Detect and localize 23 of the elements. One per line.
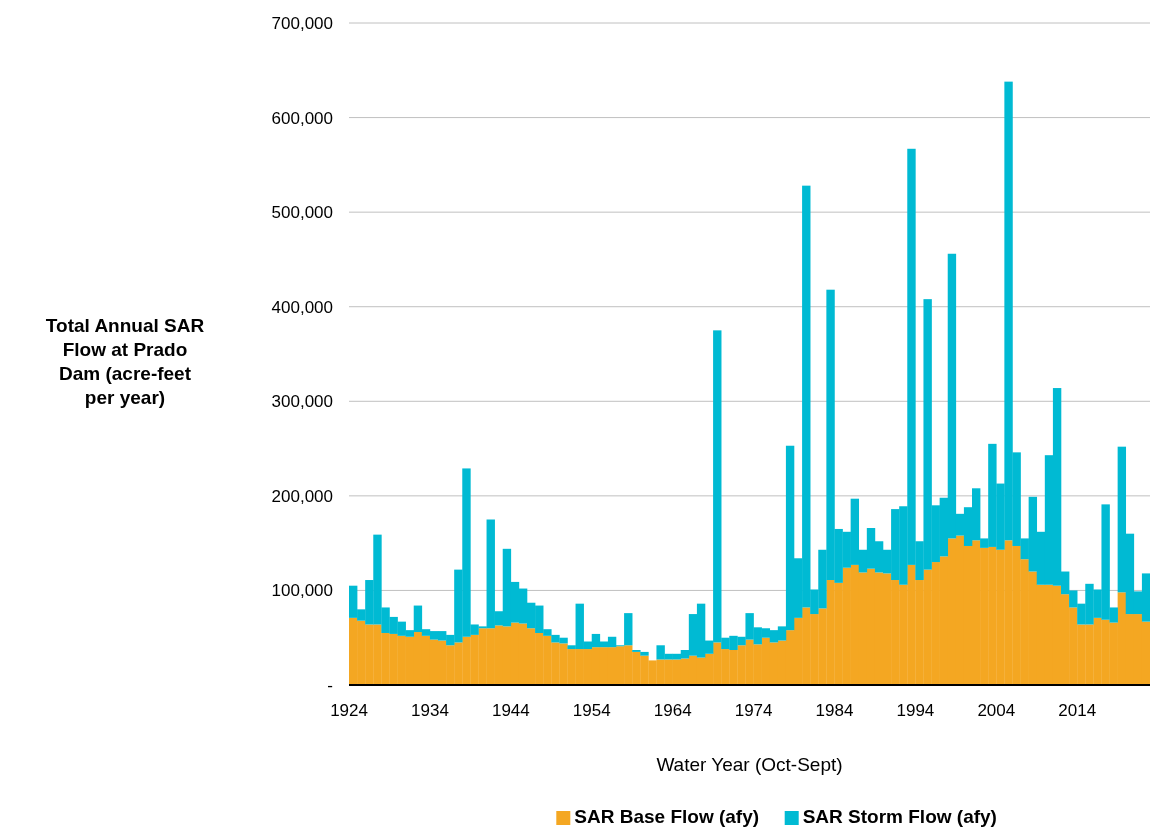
y-tick-label: - [327,675,333,695]
x-tick-label: 2004 [977,701,1016,720]
y-tick-label: 200,000 [271,486,333,506]
y-tick-label: 100,000 [271,581,333,601]
x-tick-label: 1964 [653,701,692,720]
y-axis-title: Total Annual SAR Flow at Prado Dam (acre-feet per year) [45,315,205,408]
x-tick-label: 1934 [411,701,449,720]
x-tick-label: 1994 [896,701,935,720]
x-tick-label: 1944 [491,701,530,720]
y-tick-label: 600,000 [271,108,333,128]
x-tick-label: 1984 [815,701,854,720]
legend-label: SAR Base Flow (afy) [574,806,760,827]
x-tick-label: 1924 [330,701,368,720]
x-tick-label: 1974 [734,701,773,720]
legend-label: SAR Storm Flow (afy) [802,806,997,827]
y-tick-label: 500,000 [271,203,333,223]
bar [624,613,633,646]
x-tick-label: 2014 [1058,701,1097,720]
y-tick-label: 300,000 [271,392,333,412]
y-tick-label: 400,000 [271,297,333,317]
y-tick-label: 700,000 [271,13,333,33]
x-axis-title: Water Year (Oct-Sept) [656,754,843,775]
x-tick-label: 1954 [572,701,611,720]
